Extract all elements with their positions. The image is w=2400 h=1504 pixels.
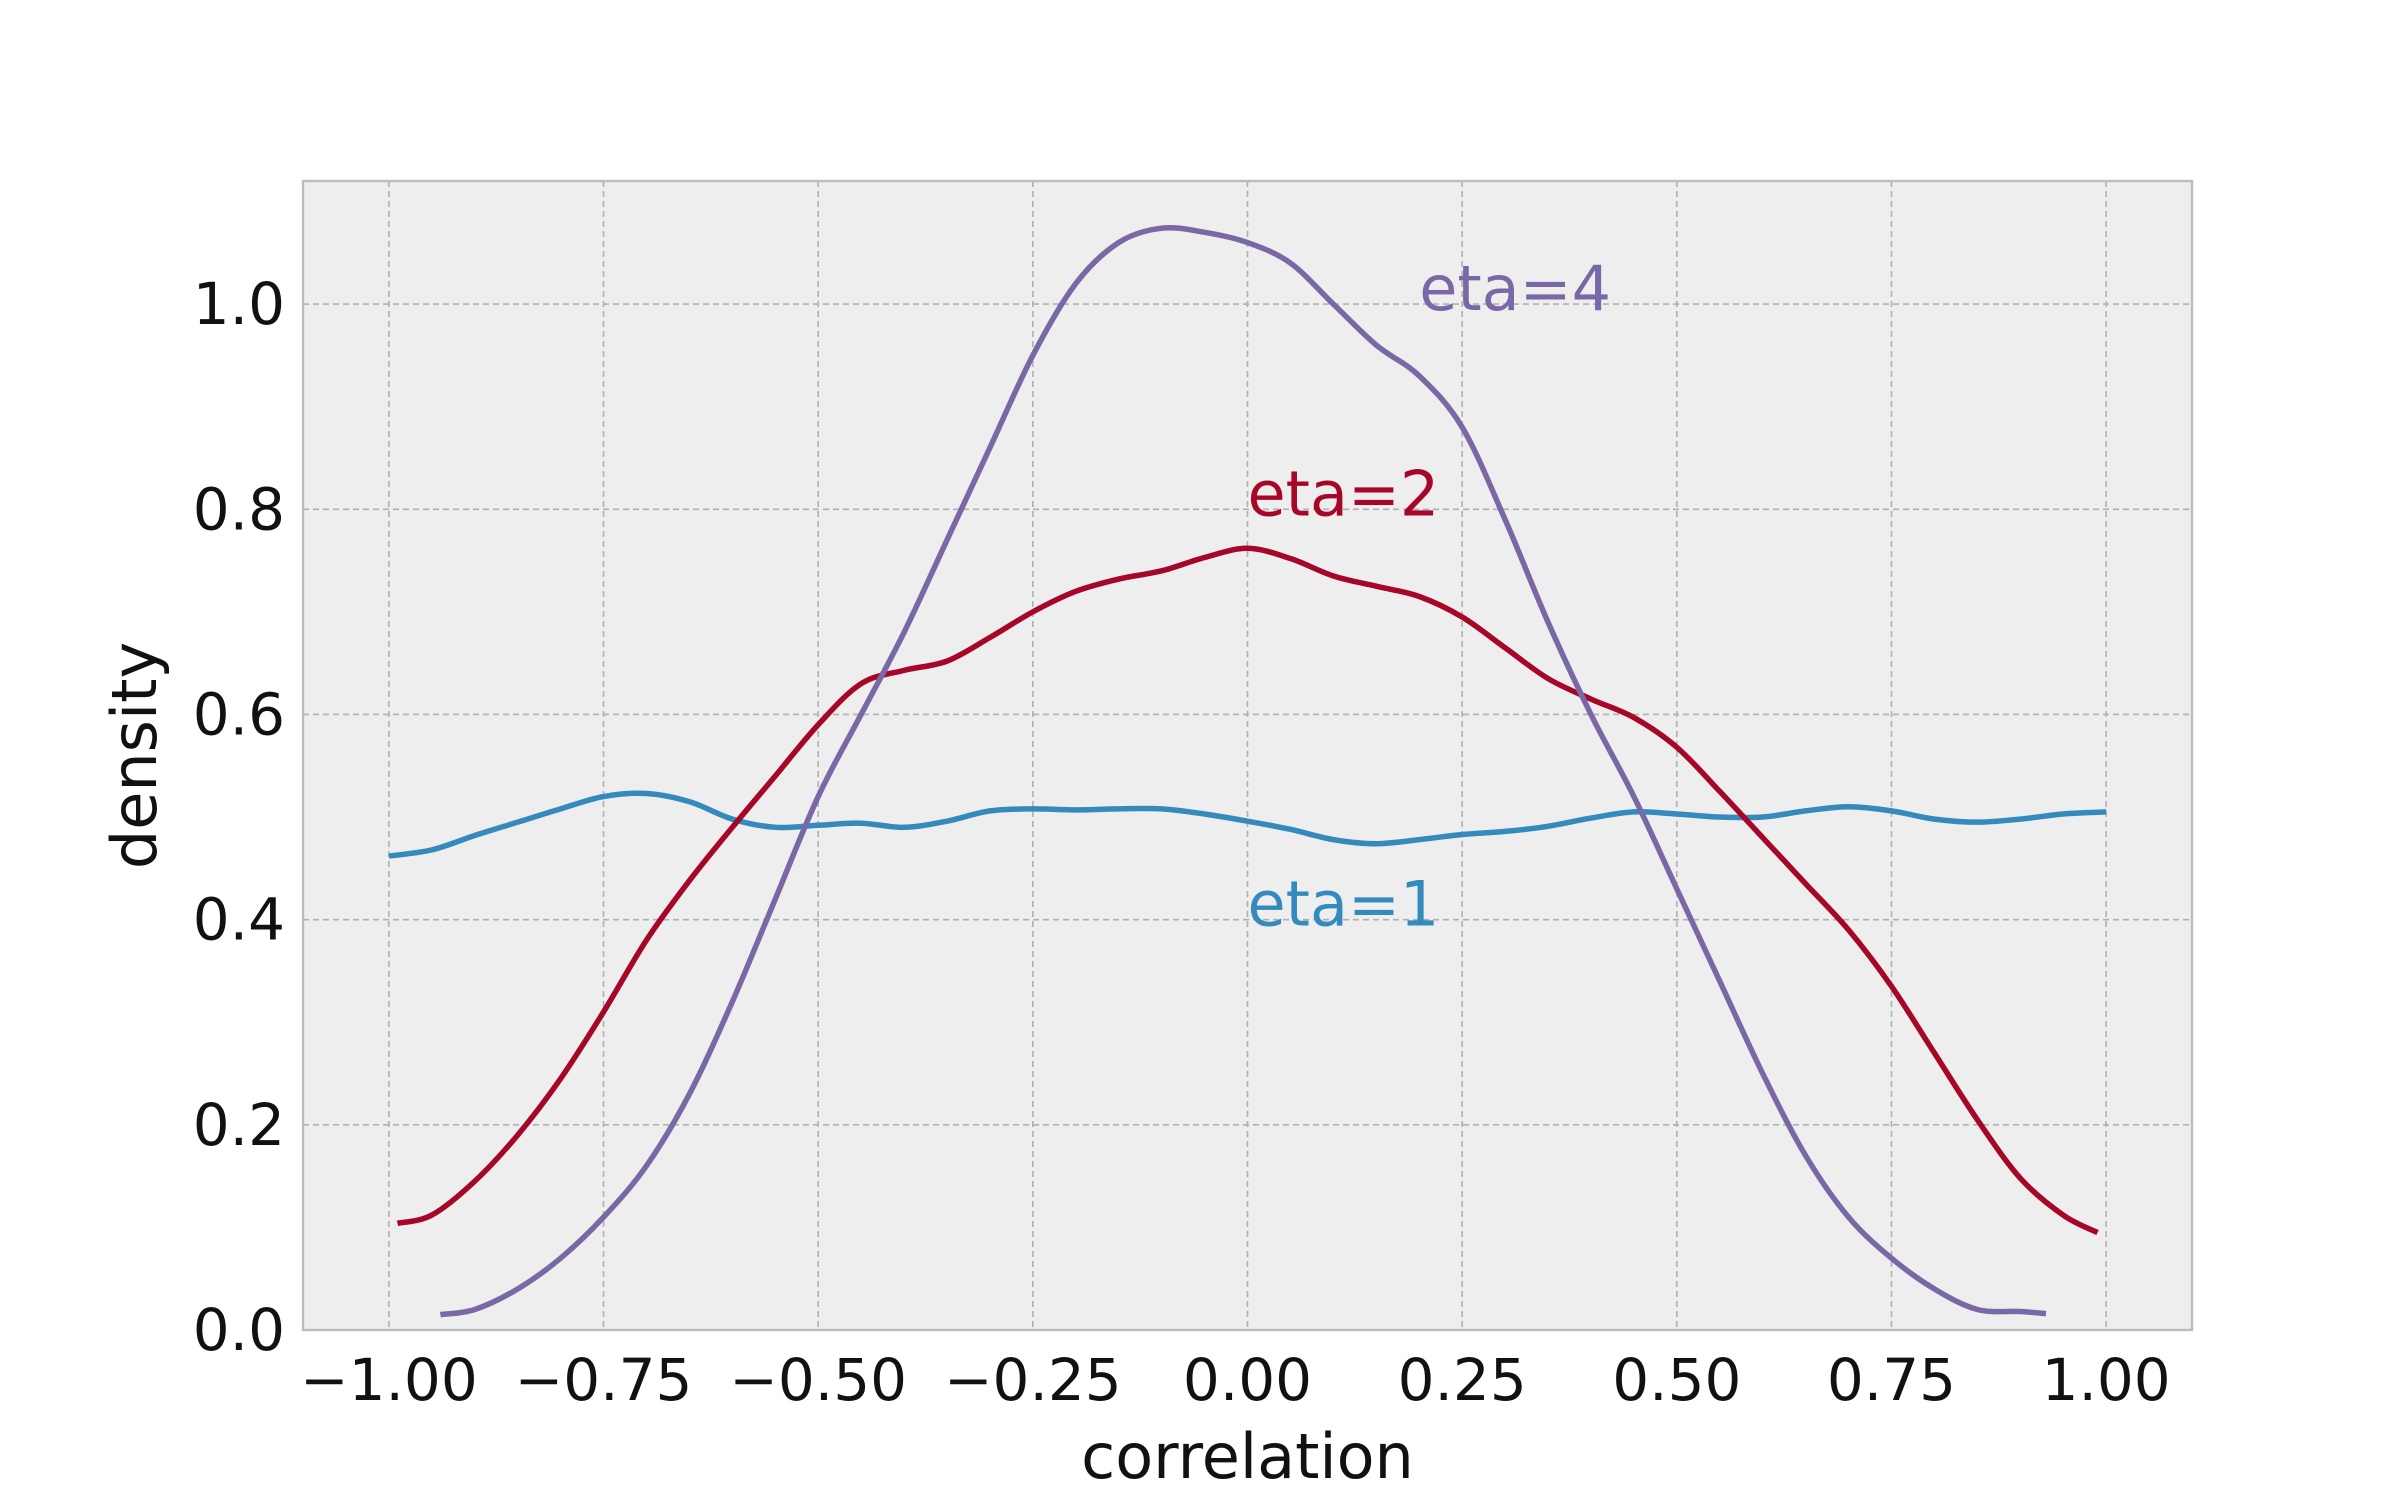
x-tick-label: 0.50 bbox=[1612, 1346, 1741, 1414]
x-tick-label: 0.00 bbox=[1183, 1346, 1312, 1414]
series-label-layer: eta=1 eta=2 eta=4 bbox=[1248, 252, 1612, 941]
x-tick-label: −0.75 bbox=[515, 1346, 693, 1414]
y-tick-label: 0.2 bbox=[193, 1091, 285, 1159]
x-tick-label: −0.25 bbox=[944, 1346, 1122, 1414]
x-tick-label: −1.00 bbox=[300, 1346, 478, 1414]
y-tick-label: 0.4 bbox=[193, 886, 285, 954]
y-tick-label: 1.0 bbox=[193, 270, 285, 338]
y-tick-label: 0.0 bbox=[193, 1296, 285, 1364]
series-label-eta-2: eta=2 bbox=[1248, 457, 1440, 530]
grid-layer bbox=[303, 181, 2192, 1331]
x-tick-label: 0.25 bbox=[1398, 1346, 1527, 1414]
series-line-eta-2 bbox=[396, 545, 2099, 1236]
series-line-eta-4 bbox=[439, 225, 2047, 1318]
series-line-eta-1 bbox=[388, 790, 2107, 859]
series-label-eta-4: eta=4 bbox=[1419, 252, 1611, 325]
tick-layer: −1.00 −0.75 −0.50 −0.25 0.00 0.25 0.50 0.75 1.00… bbox=[193, 270, 2171, 1414]
x-tick-label: −0.50 bbox=[729, 1346, 907, 1414]
x-tick-label: 1.00 bbox=[2042, 1346, 2171, 1414]
x-axis-title: correlation bbox=[1081, 1420, 1414, 1493]
series-layer bbox=[388, 225, 2107, 1318]
y-tick-label: 0.6 bbox=[193, 680, 285, 748]
y-axis-title: density bbox=[98, 642, 171, 869]
y-tick-label: 0.8 bbox=[193, 475, 285, 543]
plot-frame bbox=[301, 179, 2194, 1332]
x-tick-label: 0.75 bbox=[1827, 1346, 1956, 1414]
series-label-eta-1: eta=1 bbox=[1248, 868, 1440, 941]
